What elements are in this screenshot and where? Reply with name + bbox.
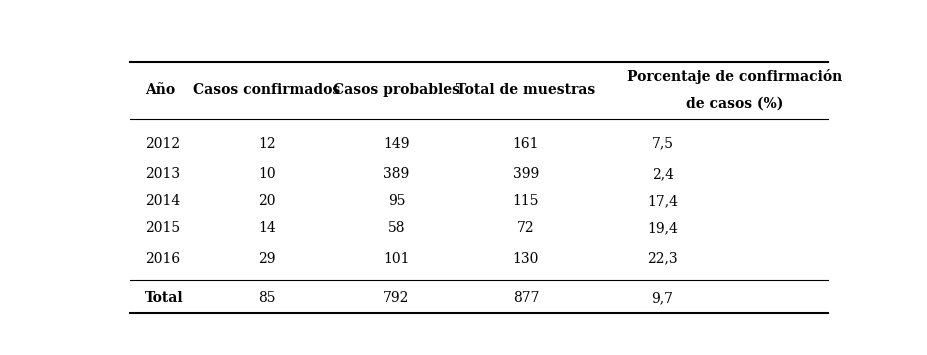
- Text: 399: 399: [513, 167, 539, 181]
- Text: 161: 161: [512, 137, 539, 151]
- Text: 2014: 2014: [145, 194, 180, 208]
- Text: 877: 877: [512, 291, 539, 305]
- Text: Porcentaje de confirmación: Porcentaje de confirmación: [627, 69, 841, 84]
- Text: Casos confirmados: Casos confirmados: [193, 83, 340, 97]
- Text: 9,7: 9,7: [651, 291, 673, 305]
- Text: 101: 101: [383, 252, 410, 266]
- Text: 95: 95: [387, 194, 405, 208]
- Text: 12: 12: [258, 137, 275, 151]
- Text: 2012: 2012: [145, 137, 180, 151]
- Text: 389: 389: [383, 167, 409, 181]
- Text: 29: 29: [258, 252, 275, 266]
- Text: 58: 58: [387, 222, 405, 235]
- Text: 115: 115: [512, 194, 539, 208]
- Text: 2013: 2013: [145, 167, 180, 181]
- Text: 22,3: 22,3: [646, 252, 678, 266]
- Text: 17,4: 17,4: [646, 194, 678, 208]
- Text: Año: Año: [145, 83, 174, 97]
- Text: 19,4: 19,4: [646, 222, 678, 235]
- Text: 792: 792: [383, 291, 409, 305]
- Text: 130: 130: [513, 252, 539, 266]
- Text: 149: 149: [383, 137, 410, 151]
- Text: 10: 10: [258, 167, 275, 181]
- Text: 7,5: 7,5: [651, 137, 673, 151]
- Text: 72: 72: [516, 222, 534, 235]
- Text: 85: 85: [258, 291, 275, 305]
- Text: 14: 14: [258, 222, 275, 235]
- Text: Casos probables: Casos probables: [333, 83, 460, 97]
- Text: 20: 20: [258, 194, 275, 208]
- Text: 2,4: 2,4: [651, 167, 673, 181]
- Text: de casos (%): de casos (%): [685, 97, 782, 111]
- Text: 2015: 2015: [145, 222, 180, 235]
- Text: Total de muestras: Total de muestras: [456, 83, 595, 97]
- Text: Total: Total: [145, 291, 184, 305]
- Text: 2016: 2016: [145, 252, 180, 266]
